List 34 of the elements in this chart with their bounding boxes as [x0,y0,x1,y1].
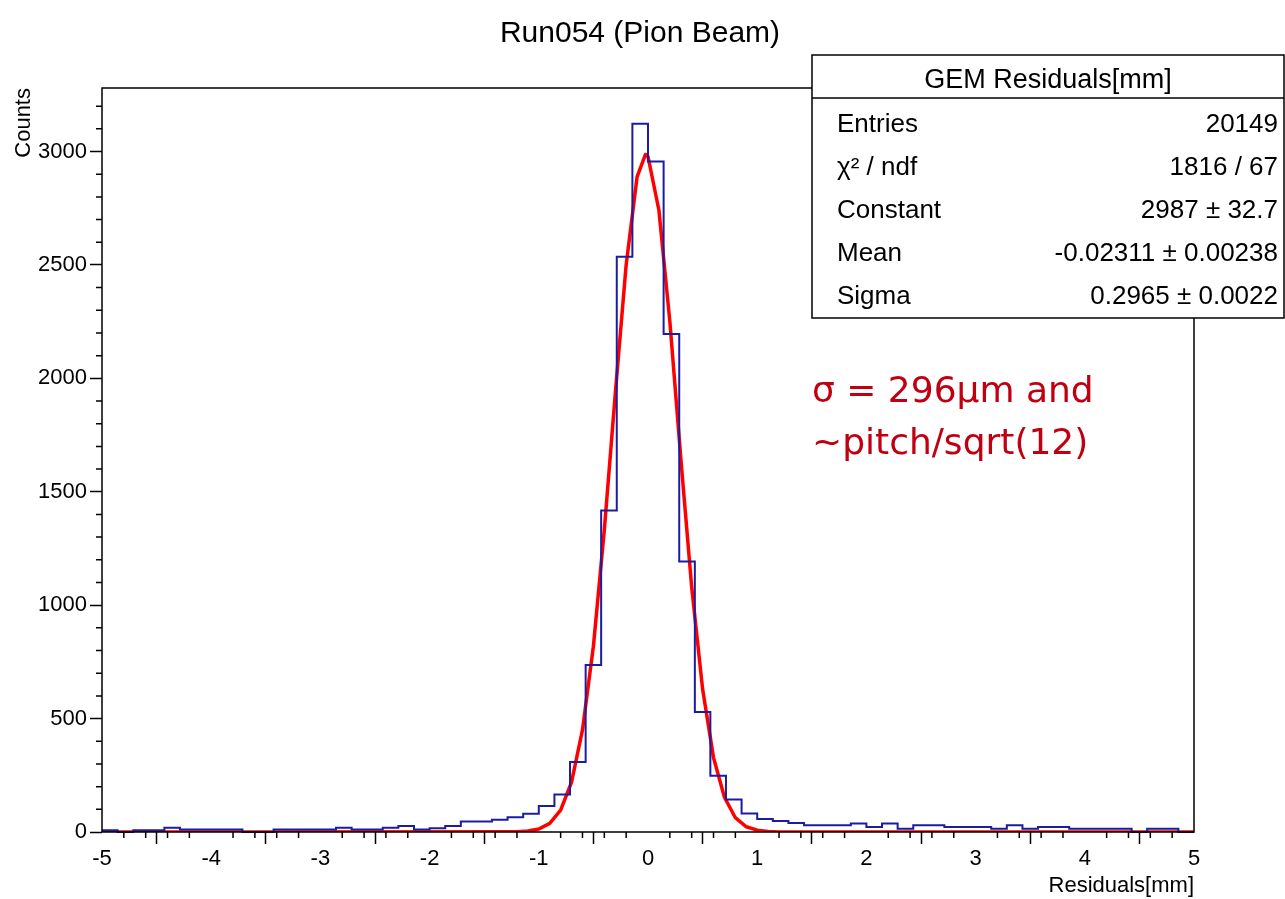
annotation: GEM Residuals[mm] [924,64,1172,94]
y-tick-label: 500 [50,704,87,730]
y-tick-label: 1000 [38,591,87,617]
x-tick-label: 4 [1078,845,1091,871]
y-tick-label: 2500 [38,250,87,276]
x-tick-label: 0 [641,845,655,871]
chart-title: Run054 (Pion Beam) [499,15,781,48]
x-tick-label: 1 [751,845,764,871]
annotation: Mean [837,237,903,267]
x-tick-label: 2 [860,845,873,871]
annotation: χ² / ndf [837,151,918,181]
annotation: 1816 / 67 [1169,151,1278,181]
x-tick-label: -2 [419,845,440,871]
y-tick-label: 0 [74,818,87,844]
y-axis-title: Counts [10,88,35,158]
y-tick-label: 2000 [38,364,87,390]
annotation: Entries [837,108,918,138]
x-tick-label: -4 [201,845,221,871]
x-axis-title: Residuals[mm] [1048,872,1194,897]
annotation: 0.2965 ± 0.0022 [1090,280,1278,310]
annotation: Sigma [837,280,912,310]
text: 20149 [1205,108,1278,138]
annotation: σ = 296µm and [812,369,1094,410]
annotation: 2987 ± 32.7 [1140,194,1278,224]
x-tick-label: -5 [92,845,112,871]
y-tick-label: 1500 [38,477,87,503]
annotation: -0.02311 ± 0.00238 [1054,237,1278,267]
annotation: ~pitch/sqrt(12) [812,421,1089,462]
x-tick-label: -3 [310,845,331,871]
x-tick-label: 3 [969,845,982,871]
annotation: Constant [837,194,942,224]
y-tick-label: 3000 [38,137,87,163]
x-tick-label: 5 [1187,845,1201,871]
x-tick-label: -1 [529,845,549,871]
